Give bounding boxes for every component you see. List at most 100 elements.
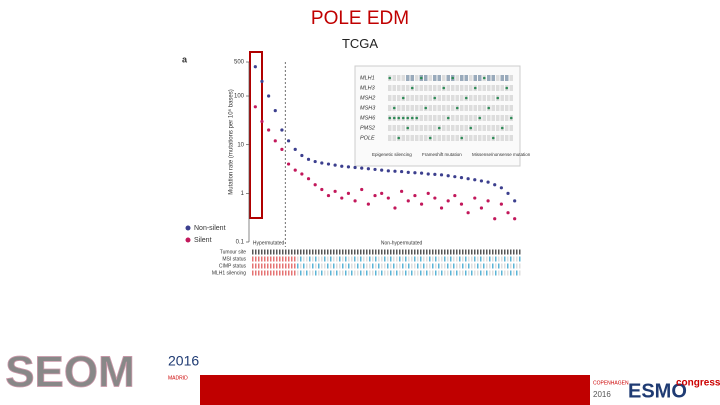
track-cell (408, 263, 410, 269)
y-tick-label: 0.1 (236, 240, 245, 246)
inset-cell (419, 125, 423, 131)
track-cell (378, 270, 380, 276)
track-cell (405, 270, 407, 276)
inset-cell (451, 125, 455, 131)
track-cell (513, 270, 515, 276)
track-cell (348, 256, 350, 262)
track-cell (255, 263, 257, 269)
inset-cell (482, 115, 486, 121)
track-cell (348, 263, 350, 269)
inset-cell (415, 85, 419, 91)
slide-title: POLE EDM (310, 8, 410, 29)
track-cell (486, 263, 488, 269)
track-cell (456, 270, 458, 276)
track-cell (426, 270, 428, 276)
track-cell (330, 263, 332, 269)
track-cell (366, 256, 368, 262)
track-cell (270, 249, 272, 255)
data-point (366, 167, 370, 171)
inset-cell (419, 135, 423, 141)
track-cell (414, 249, 416, 255)
inset-cell (433, 135, 437, 141)
inset-cell (392, 135, 396, 141)
track-cell (309, 263, 311, 269)
inset-cell (509, 95, 513, 101)
track-cell (474, 249, 476, 255)
inset-cell (406, 135, 410, 141)
track-cell (306, 270, 308, 276)
track-cell (444, 270, 446, 276)
track-cell (441, 249, 443, 255)
track-cell (357, 249, 359, 255)
track-cell (507, 249, 509, 255)
inset-cell (401, 105, 405, 111)
track-cell (360, 256, 362, 262)
track-cell (252, 270, 254, 276)
track-cell (342, 249, 344, 255)
inset-cell (496, 115, 500, 121)
track-cell (459, 263, 461, 269)
track-cell (363, 256, 365, 262)
data-point (446, 199, 450, 203)
track-cell (396, 263, 398, 269)
track-cell (378, 249, 380, 255)
data-point (426, 172, 430, 176)
track-cell (462, 270, 464, 276)
track-cell (507, 256, 509, 262)
track-cell (336, 270, 338, 276)
track-cell (285, 270, 287, 276)
inset-cell (491, 75, 495, 81)
data-point (493, 183, 497, 187)
track-cell (360, 263, 362, 269)
inset-cell (424, 135, 428, 141)
track-cell (513, 263, 515, 269)
track-cell (390, 256, 392, 262)
track-cell (339, 256, 341, 262)
track-cell (390, 249, 392, 255)
track-cell (297, 256, 299, 262)
track-cell (420, 270, 422, 276)
inset-cell (419, 85, 423, 91)
data-point (253, 105, 257, 109)
track-cell (507, 263, 509, 269)
data-point (459, 202, 464, 206)
track-cell (294, 270, 296, 276)
inset-cell (415, 105, 419, 111)
track-cell (288, 256, 290, 262)
legend-label: Non-silent (194, 225, 226, 232)
data-point (473, 178, 477, 182)
track-cell (342, 270, 344, 276)
inset-dot (392, 106, 396, 110)
data-point (473, 196, 477, 200)
inset-cell (505, 125, 509, 131)
track-cell (288, 249, 290, 255)
esmo-congress: congress (676, 378, 720, 389)
esmo-city: COPENHAGEN (593, 380, 629, 386)
inset-cell (487, 85, 491, 91)
track-cell (519, 249, 521, 255)
track-cell (396, 256, 398, 262)
track-cell (357, 270, 359, 276)
track-cell (297, 270, 299, 276)
data-point (513, 199, 517, 203)
track-cell (477, 249, 479, 255)
panel-label: a (182, 54, 188, 64)
inset-dot (505, 86, 509, 90)
track-cell (384, 270, 386, 276)
track-cell (336, 263, 338, 269)
track-cell (471, 249, 473, 255)
data-point (320, 161, 324, 165)
track-cell (261, 249, 263, 255)
inset-cell (455, 125, 459, 131)
inset-cell (419, 95, 423, 101)
inset-cell (482, 95, 486, 101)
legend-label: Silent (194, 237, 212, 244)
inset-cell (388, 95, 392, 101)
data-point (400, 189, 404, 193)
inset-cell (469, 115, 473, 121)
data-point (267, 128, 271, 132)
inset-cell (397, 95, 401, 101)
track-cell (465, 256, 467, 262)
track-cell (405, 249, 407, 255)
track-cell (354, 263, 356, 269)
